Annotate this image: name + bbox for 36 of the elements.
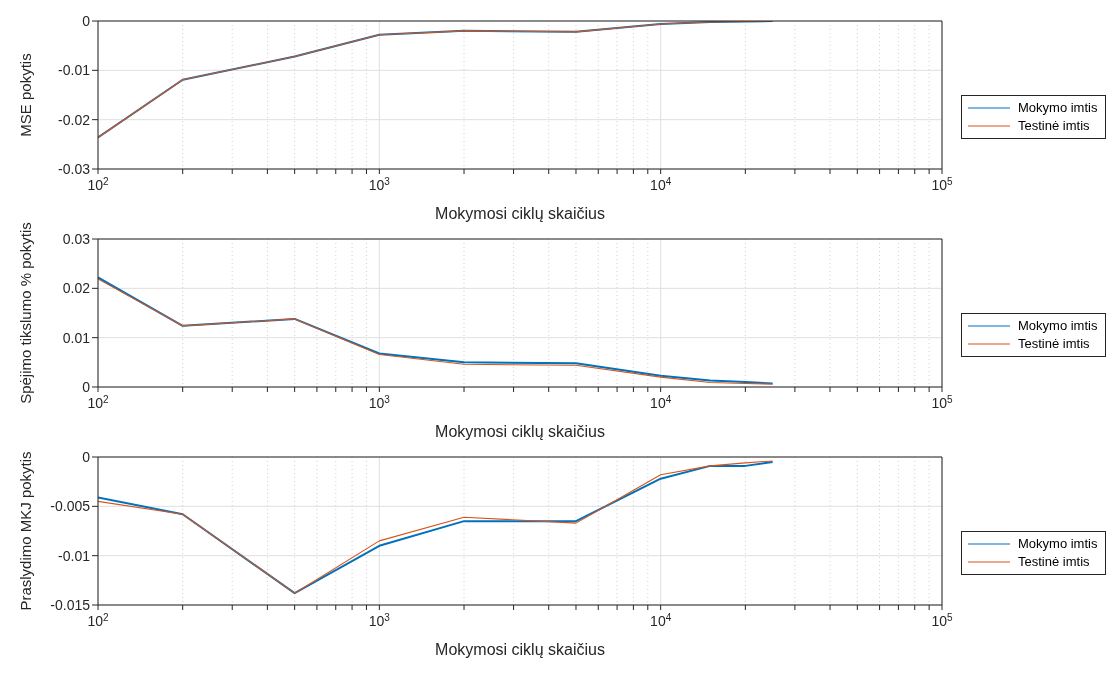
x-tick-label: 10$^{3}$ bbox=[368, 611, 391, 629]
y-tick-label: -0.03 bbox=[58, 160, 91, 177]
y-tick-label: 0.03 bbox=[62, 230, 91, 247]
y-tick-label: 0 bbox=[82, 448, 91, 465]
y-tick-label: -0.005 bbox=[50, 498, 91, 515]
legend-label: Mokymo imtis bbox=[1018, 99, 1098, 117]
x-axis-title: Mokymosi ciklų skaičius bbox=[435, 641, 605, 658]
legend-label: Testinė imtis bbox=[1018, 553, 1090, 571]
x-tick-label: 10$^{2}$ bbox=[87, 175, 110, 193]
x-tick-label: 10$^{4}$ bbox=[650, 393, 672, 411]
y-tick-label: 0.01 bbox=[62, 329, 91, 346]
x-tick-label: 10$^{4}$ bbox=[650, 611, 672, 629]
y-tick-label: 0 bbox=[82, 12, 91, 29]
x-tick-label: 10$^{5}$ bbox=[931, 175, 954, 193]
x-tick-label: 10$^{3}$ bbox=[368, 393, 391, 411]
x-axis-title: Mokymosi ciklų skaičius bbox=[435, 423, 605, 440]
y-tick-label: -0.01 bbox=[58, 62, 91, 79]
x-tick-label: 10$^{5}$ bbox=[931, 393, 954, 411]
x-tick-label: 10$^{4}$ bbox=[650, 175, 672, 193]
x-tick-label: 10$^{2}$ bbox=[87, 393, 110, 411]
legend-label: Testinė imtis bbox=[1018, 117, 1090, 135]
y-axis-title: Spėjimo tikslumo % pokytis bbox=[17, 222, 35, 404]
y-tick-label: 0 bbox=[82, 378, 91, 395]
x-tick-label: 10$^{5}$ bbox=[931, 611, 954, 629]
x-axis-title: Mokymosi ciklų skaičius bbox=[435, 205, 605, 222]
legend-label: Testinė imtis bbox=[1018, 335, 1090, 353]
x-tick-label: 10$^{2}$ bbox=[87, 611, 110, 629]
y-tick-label: -0.02 bbox=[58, 111, 91, 128]
y-tick-label: -0.015 bbox=[50, 596, 91, 613]
y-tick-label: 0.02 bbox=[62, 280, 91, 297]
y-axis-title: Praslydimo MKJ pokytis bbox=[17, 451, 35, 611]
y-axis-title: MSE pokytis bbox=[17, 53, 35, 137]
legend-label: Mokymo imtis bbox=[1018, 317, 1098, 335]
x-tick-label: 10$^{3}$ bbox=[368, 175, 391, 193]
legend-label: Mokymo imtis bbox=[1018, 535, 1098, 553]
y-tick-label: -0.01 bbox=[58, 547, 91, 564]
